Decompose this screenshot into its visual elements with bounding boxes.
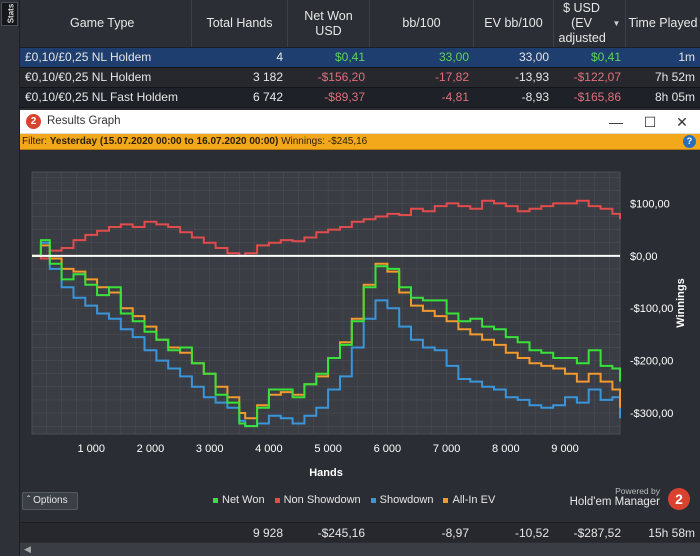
col-header-bb100[interactable]: bb/100 bbox=[370, 0, 474, 47]
sort-desc-icon: ▼ bbox=[612, 19, 621, 28]
col-header-usd-ev-adjusted[interactable]: $ USD (EV adjusted ▼ bbox=[554, 0, 626, 47]
x-tick-label: 3 000 bbox=[196, 443, 224, 455]
options-label: Options bbox=[33, 495, 68, 506]
col-header-ev-bb100[interactable]: EV bb/100 bbox=[474, 0, 554, 47]
series-line-all-in-ev bbox=[32, 244, 621, 420]
x-tick-label: 4 000 bbox=[255, 443, 283, 455]
horizontal-scrollbar[interactable]: ◀ bbox=[20, 543, 700, 556]
y-tick-label: $100,00 bbox=[630, 198, 670, 210]
col-header-net-won[interactable]: Net Won USD bbox=[288, 0, 370, 47]
x-tick-label: 2 000 bbox=[137, 443, 165, 455]
scroll-left-icon[interactable]: ◀ bbox=[24, 544, 31, 554]
cell-total-hands: 6 742 bbox=[252, 90, 283, 104]
options-button[interactable]: ˆ Options bbox=[22, 492, 78, 510]
cell-net-won: $0,41 bbox=[334, 50, 365, 64]
table-row[interactable]: €0,10/€0,25 NL Holdem 3 182 -$156,20 -17… bbox=[20, 68, 700, 88]
cell-net-won: -$156,20 bbox=[317, 70, 365, 84]
x-tick-label: 6 000 bbox=[374, 443, 402, 455]
cell-time-played: 7h 52m bbox=[654, 70, 695, 84]
hm2-brand-logo-icon: 2 bbox=[668, 488, 690, 510]
x-tick-label: 7 000 bbox=[433, 443, 461, 455]
caret-up-icon: ˆ bbox=[27, 495, 31, 506]
x-tick-label: 1 000 bbox=[77, 443, 105, 455]
plot-area bbox=[31, 171, 621, 435]
cell-game-type: €0,10/€0,25 NL Fast Holdem bbox=[25, 90, 178, 104]
table-row[interactable]: £0,10/£0,25 NL Holdem 4 $0,41 33,00 33,0… bbox=[20, 48, 700, 68]
hm2-logo-icon: 2 bbox=[26, 114, 41, 129]
totals-row: 9 928 -$245,16 -8,97 -10,52 -$287,52 15h… bbox=[20, 522, 700, 542]
cell-game-type: €0,10/€0,25 NL Holdem bbox=[25, 70, 152, 84]
x-axis-label: Hands bbox=[309, 467, 343, 479]
total-time-played: 15h 58m bbox=[648, 526, 695, 540]
y-axis-label: Winnings bbox=[675, 278, 687, 327]
series-line-showdown bbox=[32, 241, 621, 428]
col-header-total-hands[interactable]: Total Hands bbox=[192, 0, 288, 47]
filter-bar: Filter: Yesterday (15.07.2020 00:00 to 1… bbox=[20, 134, 700, 150]
filter-range: Yesterday (15.07.2020 00:00 to 16.07.202… bbox=[49, 136, 279, 147]
filter-prefix: Filter: bbox=[22, 136, 47, 147]
legend-swatch bbox=[213, 497, 218, 503]
stats-tab[interactable]: Stats bbox=[1, 2, 18, 26]
total-bb100: -8,97 bbox=[441, 526, 469, 540]
legend-item-showdown[interactable]: Showdown bbox=[370, 494, 433, 506]
legend-swatch bbox=[370, 497, 376, 503]
legend-swatch bbox=[274, 497, 280, 503]
series-line-net-won bbox=[32, 239, 621, 428]
table-row[interactable]: €0,10/€0,25 NL Fast Holdem 6 742 -$89,37… bbox=[20, 88, 700, 108]
col-header-game-type[interactable]: Game Type bbox=[20, 0, 192, 47]
cell-total-hands: 4 bbox=[276, 50, 283, 64]
filter-winnings: Winnings: -$245,16 bbox=[281, 136, 368, 147]
cell-time-played: 1m bbox=[678, 50, 695, 64]
total-hands: 9 928 bbox=[252, 526, 283, 540]
cell-ev-bb100: -8,93 bbox=[521, 90, 549, 104]
x-tick-label: 8 000 bbox=[492, 443, 520, 455]
series-line-non-showdown bbox=[32, 199, 621, 260]
legend-item-non-showdown[interactable]: Non Showdown bbox=[274, 494, 361, 506]
close-icon[interactable]: ✕ bbox=[676, 114, 688, 130]
help-icon[interactable]: ? bbox=[683, 135, 696, 148]
results-graph-window: 2 Results Graph — ☐ ✕ Filter: Yesterday … bbox=[20, 110, 700, 514]
cell-net-won: -$89,37 bbox=[324, 90, 365, 104]
cell-bb100: 33,00 bbox=[438, 50, 469, 64]
cell-usd-ev-adjusted: -$165,86 bbox=[573, 90, 621, 104]
y-tick-label: -$200,00 bbox=[630, 356, 673, 368]
brand-name: Hold'em Manager bbox=[569, 496, 660, 508]
grid-lines bbox=[32, 172, 620, 434]
cell-bb100: -4,81 bbox=[441, 90, 469, 104]
chart-legend: Net Won Non Showdown Showdown All-In EV bbox=[213, 494, 495, 506]
cell-time-played: 8h 05m bbox=[654, 90, 695, 104]
y-tick-label: -$300,00 bbox=[630, 408, 673, 420]
total-net-won: -$245,16 bbox=[317, 526, 365, 540]
cell-total-hands: 3 182 bbox=[252, 70, 283, 84]
powered-by-text: Powered by bbox=[615, 486, 660, 496]
window-title: Results Graph bbox=[47, 115, 121, 127]
minimize-icon[interactable]: — bbox=[609, 114, 623, 130]
stats-table: Game Type Total Hands Net Won USD bb/100… bbox=[20, 0, 700, 108]
graph-titlebar[interactable]: 2 Results Graph — ☐ ✕ bbox=[20, 110, 700, 134]
cell-usd-ev-adjusted: $0,41 bbox=[590, 50, 621, 64]
legend-item-all-in-ev[interactable]: All-In EV bbox=[443, 494, 495, 506]
legend-item-net-won[interactable]: Net Won bbox=[213, 494, 265, 506]
table-header: Game Type Total Hands Net Won USD bb/100… bbox=[20, 0, 700, 48]
side-panel-strip: Stats bbox=[0, 0, 20, 556]
cell-game-type: £0,10/£0,25 NL Holdem bbox=[25, 50, 152, 64]
results-graph: $100,00 $0,00 -$100,00 -$200,00 -$300,00 1 00… bbox=[31, 171, 687, 479]
total-ev-bb100: -10,52 bbox=[514, 526, 549, 540]
x-tick-label: 5 000 bbox=[314, 443, 342, 455]
col-header-time-played[interactable]: Time Played bbox=[628, 16, 698, 30]
total-game-type bbox=[20, 523, 192, 542]
cell-ev-bb100: -13,93 bbox=[514, 70, 549, 84]
total-usd-ev-adjusted: -$287,52 bbox=[573, 526, 621, 540]
y-tick-label: $0,00 bbox=[630, 251, 658, 263]
stats-tab-label: Stats bbox=[6, 3, 16, 24]
cell-bb100: -17,82 bbox=[434, 70, 469, 84]
y-tick-label: -$100,00 bbox=[630, 303, 673, 315]
maximize-icon[interactable]: ☐ bbox=[643, 114, 657, 130]
cell-usd-ev-adjusted: -$122,07 bbox=[573, 70, 621, 84]
cell-ev-bb100: 33,00 bbox=[518, 50, 549, 64]
legend-swatch bbox=[443, 497, 449, 503]
x-tick-label: 9 000 bbox=[551, 443, 579, 455]
